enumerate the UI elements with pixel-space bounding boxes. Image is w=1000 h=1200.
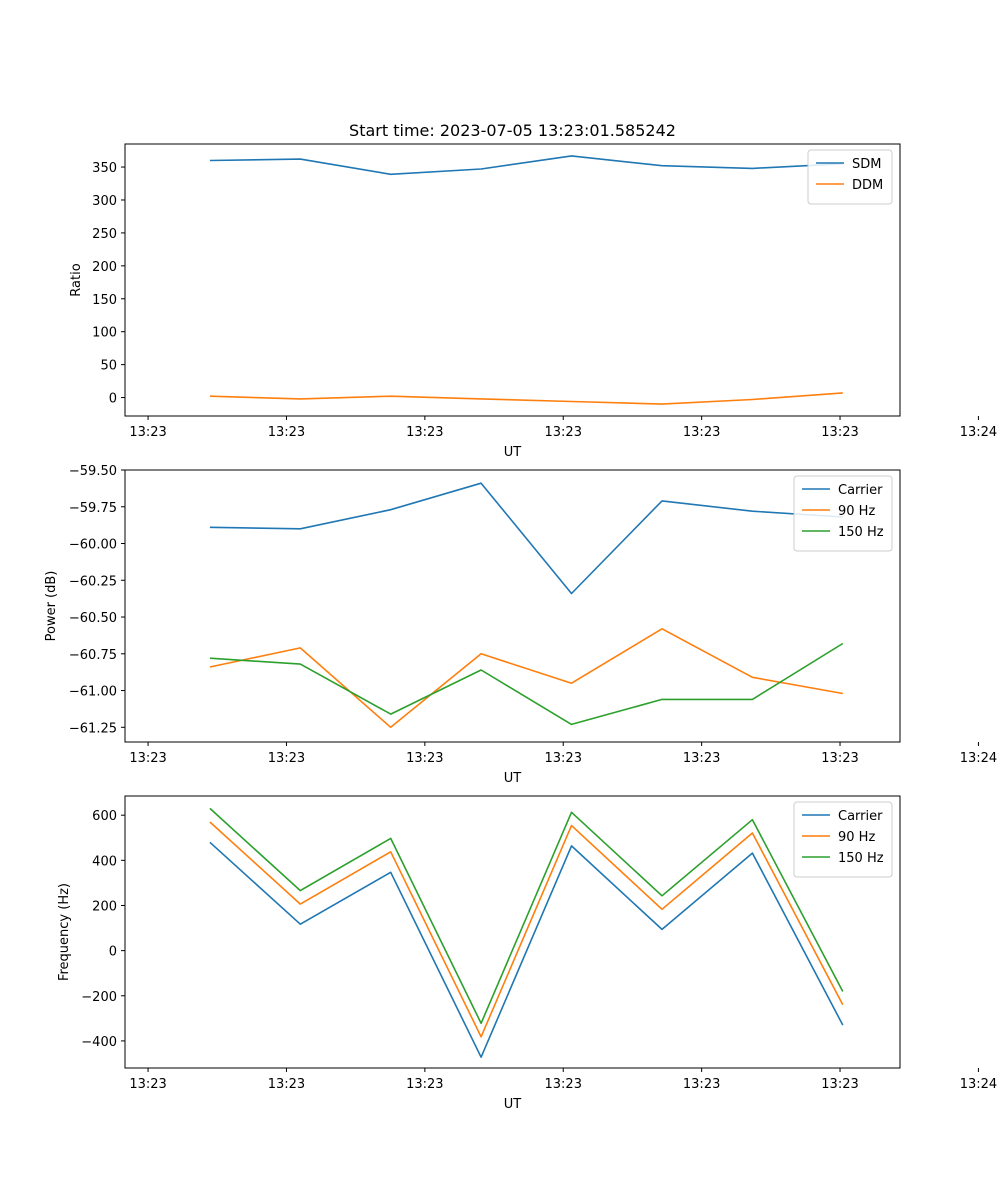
x-tick-label: 13:23 — [406, 751, 443, 766]
x-tick-label: 13:23 — [683, 751, 720, 766]
y-tick-label: −200 — [81, 990, 117, 1005]
series-line-sdm — [209, 155, 843, 176]
x-tick-label: 13:23 — [268, 1077, 305, 1092]
x-tick-label: 13:23 — [406, 425, 443, 440]
legend: SDM DDM — [807, 149, 893, 205]
x-tick-label: 13:23 — [683, 1077, 720, 1092]
y-tick-label: 50 — [100, 359, 117, 374]
series-line-ddm — [209, 392, 843, 405]
y-tick-label: −60.00 — [69, 538, 117, 553]
legend-box — [793, 801, 893, 878]
x-tick-label: 13:23 — [683, 425, 720, 440]
legend-entry: 150 Hz — [838, 525, 884, 540]
y-tick-label: 350 — [92, 161, 117, 176]
series-line-carrier — [209, 482, 843, 595]
axes-frame — [124, 795, 901, 1069]
y-tick-label: −60.75 — [69, 648, 117, 663]
y-axis-label: Frequency (Hz) — [57, 883, 72, 981]
legend-entry: 90 Hz — [838, 504, 875, 519]
y-tick-label: −59.75 — [69, 501, 117, 516]
x-axis-label: UT — [504, 1097, 522, 1112]
x-tick-label: 13:23 — [129, 1077, 166, 1092]
x-tick-label: 13:23 — [129, 751, 166, 766]
series-line-90-hz — [209, 627, 843, 729]
legend-entry: 90 Hz — [838, 830, 875, 845]
legend-box — [793, 475, 893, 552]
legend-entry: Carrier — [838, 809, 883, 824]
x-axis-label: UT — [504, 771, 522, 786]
legend-entry: Carrier — [838, 483, 883, 498]
series-line-90-hz — [209, 821, 844, 1038]
x-axis-label: UT — [504, 445, 522, 460]
x-tick-label: 13:23 — [545, 425, 582, 440]
legend: Carrier 90 Hz 150 Hz — [793, 801, 893, 878]
series-line-150-hz — [209, 642, 844, 726]
legend-entry: 150 Hz — [838, 851, 884, 866]
y-tick-label: 600 — [92, 809, 117, 824]
x-tick-label: 13:23 — [129, 425, 166, 440]
panel-2: 13:23 13:23 13:23 13:23 13:23 13:23 13:24 −59.5… — [44, 464, 997, 786]
y-tick-label: −61.25 — [69, 721, 117, 736]
y-axis-label: Power (dB) — [44, 571, 59, 642]
y-tick-label: 200 — [92, 899, 117, 914]
x-tick-label: 13:23 — [406, 1077, 443, 1092]
x-tick-label: 13:24 — [960, 751, 997, 766]
panel-1: 13:23 13:23 13:23 13:23 13:23 13:23 13:24 0 50 10… — [69, 121, 997, 460]
panel-3: 13:23 13:23 13:23 13:23 13:23 13:23 13:24 −400 −… — [57, 795, 997, 1112]
y-tick-label: −59.50 — [69, 464, 117, 479]
x-tick-label: 13:23 — [821, 1077, 858, 1092]
y-axis-label: Ratio — [69, 263, 84, 296]
x-tick-label: 13:23 — [821, 751, 858, 766]
axes-frame — [124, 469, 901, 743]
y-tick-label: −60.25 — [69, 574, 117, 589]
y-tick-label: 0 — [109, 392, 117, 407]
legend-entry: SDM — [852, 157, 881, 172]
x-tick-label: 13:23 — [545, 751, 582, 766]
y-tick-label: 0 — [109, 945, 117, 960]
x-tick-label: 13:23 — [268, 425, 305, 440]
x-tick-label: 13:24 — [960, 1077, 997, 1092]
y-tick-label: 300 — [92, 194, 117, 209]
y-tick-label: −60.50 — [69, 611, 117, 626]
x-tick-label: 13:23 — [268, 751, 305, 766]
axes-frame — [124, 143, 901, 417]
y-tick-label: −61.00 — [69, 685, 117, 700]
legend-entry: DDM — [852, 178, 883, 193]
chart-title: Start time: 2023-07-05 13:23:01.585242 — [349, 121, 676, 140]
x-tick-label: 13:23 — [545, 1077, 582, 1092]
y-tick-label: −400 — [81, 1035, 117, 1050]
x-tick-label: 13:24 — [960, 425, 997, 440]
y-tick-label: 250 — [92, 227, 117, 242]
series-line-carrier — [209, 841, 844, 1058]
y-tick-label: 150 — [92, 293, 117, 308]
y-tick-label: 400 — [92, 854, 117, 869]
series-line-150-hz — [209, 807, 844, 1025]
legend: Carrier 90 Hz 150 Hz — [793, 475, 893, 552]
y-tick-label: 100 — [92, 326, 117, 341]
y-tick-label: 200 — [92, 260, 117, 275]
x-tick-label: 13:23 — [821, 425, 858, 440]
